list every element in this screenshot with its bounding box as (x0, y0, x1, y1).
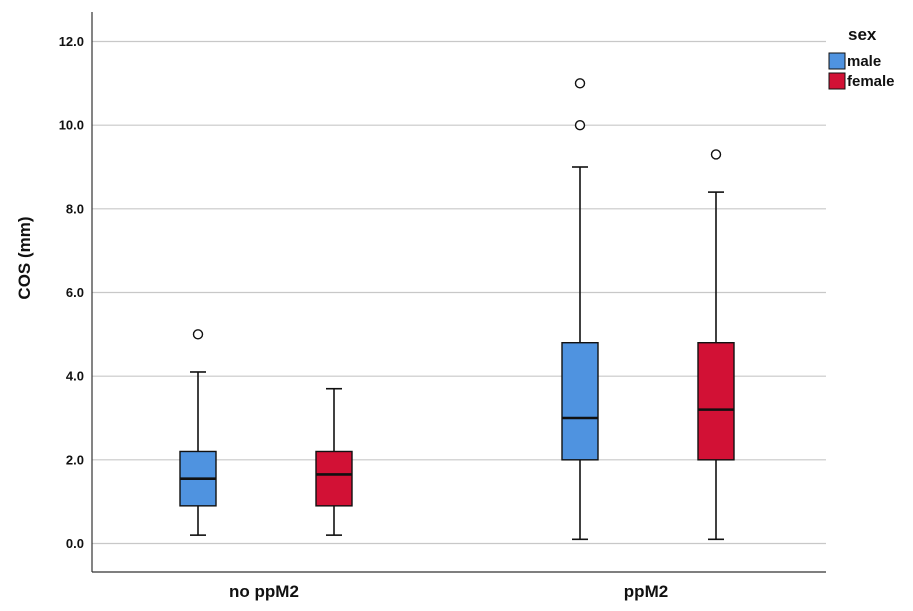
y-tick-label: 4.0 (66, 369, 84, 384)
y-tick-label: 12.0 (59, 34, 84, 49)
box-female-no-ppM2 (315, 387, 353, 536)
box-female-ppM2 (697, 149, 735, 541)
x-category-labels: no ppM2 ppM2 (229, 582, 668, 601)
boxes (179, 78, 735, 541)
legend: sex male female (828, 25, 895, 90)
y-tick-label: 0.0 (66, 536, 84, 551)
y-tick-label: 6.0 (66, 285, 84, 300)
legend-title: sex (848, 25, 877, 44)
box-iqr (697, 342, 735, 461)
box-iqr (561, 342, 599, 461)
y-tick-label: 8.0 (66, 201, 84, 216)
x-category-label: ppM2 (624, 582, 668, 601)
y-tick-labels: 0.0 2.0 4.0 6.0 8.0 10.0 12.0 (59, 34, 84, 551)
legend-swatch (828, 52, 846, 70)
legend-entry-male: male (828, 52, 881, 70)
legend-label: male (847, 53, 881, 70)
box-iqr (315, 450, 353, 507)
y-tick-label: 2.0 (66, 452, 84, 467)
outlier-point (574, 78, 586, 89)
outlier-point (192, 329, 204, 340)
outlier-point (574, 119, 586, 131)
y-axis-title: COS (mm) (15, 216, 34, 299)
legend-label: female (847, 73, 895, 90)
x-category-label: no ppM2 (229, 582, 299, 601)
y-tick-label: 10.0 (59, 118, 84, 133)
box-male-no-ppM2 (179, 329, 217, 536)
legend-swatch (828, 72, 846, 90)
outlier-point (710, 149, 722, 160)
legend-entry-female: female (828, 72, 895, 90)
box-male-ppM2 (561, 78, 599, 541)
